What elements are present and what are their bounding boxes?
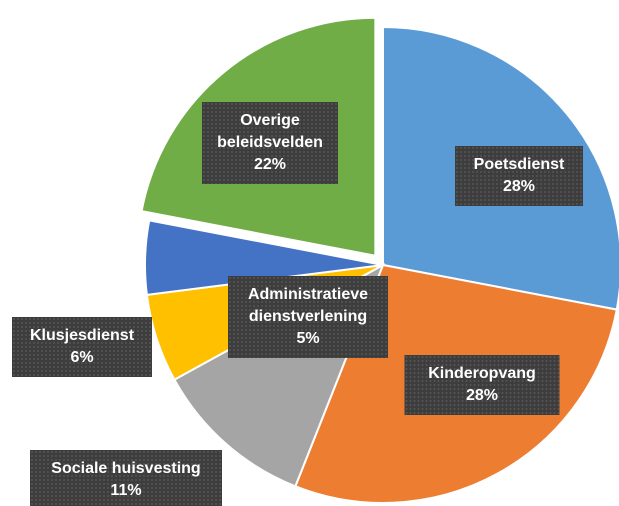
data-label: Klusjesdienst 6% <box>12 317 152 377</box>
category-label: Kinderopvang <box>428 365 536 382</box>
value-label: 11% <box>110 482 142 499</box>
data-label: Kinderopvang 28% <box>404 355 560 415</box>
data-label: Administratieve dienstverlening 5% <box>228 276 388 358</box>
value-label: 6% <box>70 349 94 366</box>
data-label: Overige beleidsvelden 22% <box>202 102 338 184</box>
value-label: 28% <box>465 387 499 404</box>
pie-slice <box>144 219 384 296</box>
category-label: Overige beleidsvelden <box>217 112 323 151</box>
category-label: Sociale huisvesting <box>51 460 201 477</box>
category-label: Administratieve dienstverlening <box>247 286 369 325</box>
category-label: Klusjesdienst <box>29 327 135 344</box>
data-label: Poetsdienst 28% <box>455 146 583 206</box>
value-label: 22% <box>253 156 287 173</box>
category-label: Poetsdienst <box>473 156 565 173</box>
value-label: 28% <box>502 178 536 195</box>
value-label: 5% <box>296 330 320 347</box>
data-label: Sociale huisvesting 11% <box>30 450 222 506</box>
